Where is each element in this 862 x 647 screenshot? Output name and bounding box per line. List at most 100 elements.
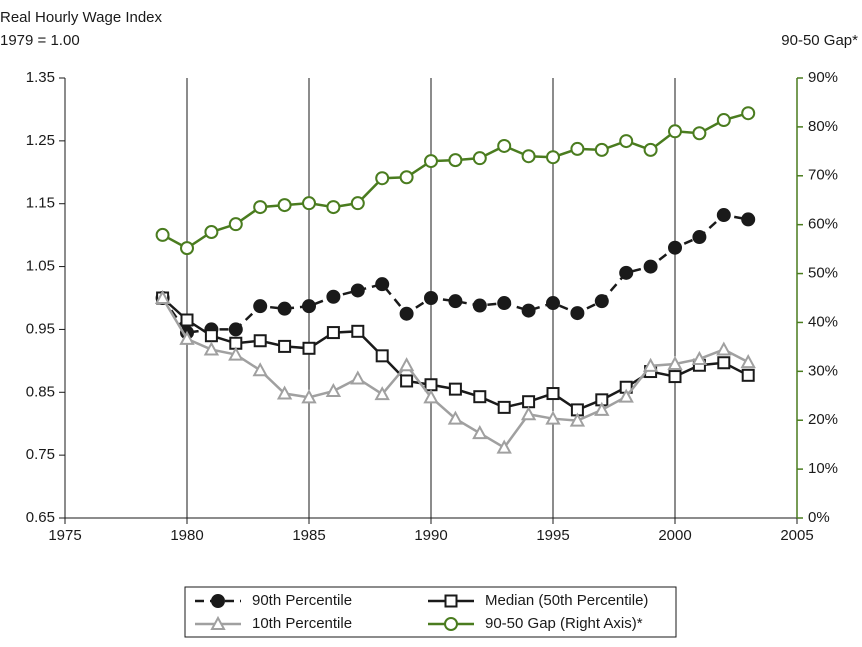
marker	[448, 153, 463, 168]
marker	[374, 386, 390, 401]
marker	[179, 330, 195, 345]
marker	[546, 296, 560, 311]
marker	[326, 200, 341, 215]
y-tick-label: 0.85	[26, 383, 55, 400]
marker	[253, 200, 268, 215]
marker	[618, 388, 634, 403]
marker	[692, 126, 707, 141]
marker	[351, 324, 365, 338]
x-tick-label: 2005	[780, 527, 813, 544]
marker	[423, 389, 439, 404]
y2-tick-label: 10%	[808, 460, 838, 477]
marker	[594, 294, 609, 309]
marker	[399, 170, 414, 185]
y-tick-label: 1.15	[26, 195, 55, 212]
marker	[741, 212, 756, 227]
legend-box	[184, 586, 677, 638]
marker	[497, 296, 512, 311]
marker	[668, 124, 682, 139]
marker	[448, 382, 462, 396]
marker	[302, 341, 316, 355]
marker	[716, 341, 732, 356]
y-tick-label: 0.65	[26, 509, 55, 526]
marker	[521, 149, 536, 164]
marker	[448, 294, 463, 309]
marker	[302, 196, 316, 211]
marker	[400, 374, 414, 388]
legend-label: Median (50th Percentile)	[485, 592, 648, 609]
marker	[473, 390, 487, 404]
marker	[350, 196, 365, 211]
marker	[276, 385, 293, 400]
y2-tick-label: 50%	[808, 265, 838, 282]
series-line	[162, 111, 749, 250]
marker	[692, 230, 707, 245]
y2-tick-label: 70%	[808, 167, 838, 184]
marker	[668, 240, 682, 255]
marker	[203, 341, 220, 356]
marker	[472, 298, 487, 313]
x-tick-label: 1985	[292, 527, 325, 544]
marker	[569, 412, 586, 427]
x-tick-label: 1975	[48, 527, 81, 544]
marker	[326, 289, 341, 304]
marker	[204, 329, 218, 343]
marker	[375, 277, 390, 292]
y2-tick-label: 40%	[808, 313, 838, 330]
y2-tick-label: 20%	[808, 411, 838, 428]
marker	[180, 313, 194, 327]
y2-tick-label: 90%	[808, 69, 838, 86]
x-tick-label: 1995	[536, 527, 569, 544]
marker	[252, 362, 268, 377]
y-axis-label: Real Hourly Wage Index	[0, 9, 163, 26]
marker	[717, 356, 731, 370]
marker	[619, 134, 634, 149]
marker	[570, 306, 585, 321]
y2-tick-label: 80%	[808, 118, 838, 135]
legend-label: 10th Percentile	[252, 615, 352, 632]
marker	[472, 425, 488, 440]
marker	[447, 410, 464, 425]
y-tick-label: 0.95	[26, 320, 55, 337]
series-line	[161, 213, 749, 334]
marker	[375, 349, 389, 363]
marker	[668, 370, 682, 384]
marker	[716, 208, 731, 223]
legend-marker	[210, 615, 226, 630]
y-axis-label: 1979 = 1.00	[0, 32, 80, 49]
marker	[228, 322, 243, 337]
marker	[545, 410, 561, 425]
marker	[228, 346, 244, 361]
y2-tick-label: 30%	[808, 362, 838, 379]
marker	[570, 141, 585, 156]
marker	[302, 299, 316, 314]
marker	[643, 142, 658, 157]
marker	[375, 171, 390, 186]
marker	[619, 265, 634, 280]
legend-marker	[444, 594, 458, 608]
marker	[522, 395, 536, 409]
marker	[521, 303, 536, 318]
marker	[228, 217, 243, 232]
x-tick-label: 1980	[170, 527, 203, 544]
marker	[278, 339, 292, 353]
y-tick-label: 1.05	[26, 258, 55, 275]
y2-tick-label: 60%	[808, 216, 838, 233]
marker	[643, 259, 658, 274]
marker	[326, 326, 340, 340]
marker	[691, 350, 708, 365]
marker	[424, 378, 438, 392]
marker	[155, 227, 170, 242]
marker	[204, 225, 219, 239]
marker	[301, 389, 317, 404]
marker	[424, 154, 438, 169]
marker	[472, 151, 487, 166]
marker	[546, 150, 560, 165]
marker	[277, 198, 292, 213]
marker	[325, 382, 342, 398]
marker	[520, 406, 537, 421]
marker	[277, 301, 292, 316]
marker	[594, 142, 609, 157]
y2-tick-label: 0%	[808, 509, 830, 526]
